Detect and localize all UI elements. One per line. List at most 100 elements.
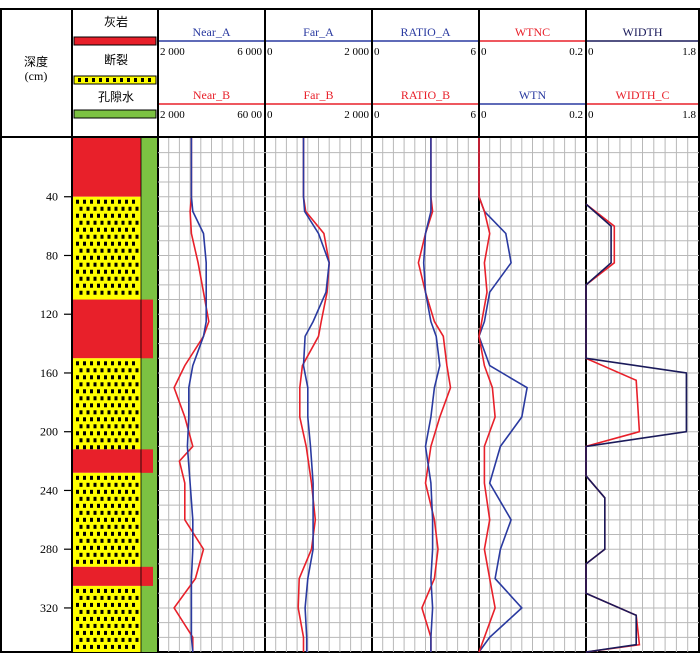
fracture-dot [114,396,118,401]
fracture-dot [114,410,118,415]
fracture-dot [125,531,128,536]
fracture-dot [135,623,139,628]
fracture-dot [83,531,86,536]
track-near-bottom-min: 2 000 [160,109,185,121]
fracture-dot [76,255,79,260]
fracture-dot [93,290,97,295]
fracture-dot [111,389,114,394]
fracture-dot [121,220,125,225]
fracture-dot [86,438,90,443]
fracture-dot [93,382,97,387]
fracture-dot [86,220,90,225]
fracture-dot [125,199,128,204]
fracture-dot [104,361,107,366]
fracture-dot [100,609,104,614]
track-wtn-top-min: 0 [481,46,487,58]
fracture-dot [132,644,135,649]
fracture-dot [90,431,93,436]
fracture-dot [79,482,83,487]
fracture-dot [83,227,86,232]
fracture-dot [125,489,128,494]
fracture-dot [107,206,111,211]
fracture-dot [104,269,107,274]
fracture-dot [111,503,114,508]
fracture-dot [83,517,86,522]
track-width-top-max: 1.8 [682,46,696,58]
fracture-dot [107,262,111,267]
fracture-dot [76,283,79,288]
fracture-dot [118,517,121,522]
fracture-dot [107,623,111,628]
fracture-dot [90,630,93,635]
fracture-dot [100,262,104,267]
fracture-dot [114,623,118,628]
fracture-dot [114,552,118,557]
fracture-dot [76,531,79,536]
fracture-dot [111,616,114,621]
depth-tick-label: 80 [46,248,58,262]
fracture-dot [90,241,93,246]
fracture-dot [97,531,100,536]
fracture-dot [86,382,90,387]
fracture-dot [111,269,114,274]
track-far-bottom-min: 0 [267,109,273,121]
fracture-dot [90,588,93,593]
fracture-dot [79,552,83,557]
fracture-dot [93,438,97,443]
fracture-dot [118,361,121,366]
fracture-dot [79,206,83,211]
fracture-dot [121,524,125,529]
fracture-dot [90,616,93,621]
fracture-dot [135,382,139,387]
fracture-dot [104,389,107,394]
fracture-dot [83,445,86,450]
fracture-dot [135,206,139,211]
fracture-dot [90,389,93,394]
fracture-dot [107,290,111,295]
fracture-dot [135,262,139,267]
fracture-dot [86,234,90,239]
fracture-dot [86,410,90,415]
fracture-dot [107,368,111,373]
fracture-dot [104,630,107,635]
curve-far-b [297,138,331,652]
fracture-dot [97,375,100,380]
fracture-dot [111,255,114,260]
fracture-dot [97,361,100,366]
fracture-dot [76,417,79,422]
fracture-dot [83,431,86,436]
fracture-dot [121,510,125,515]
fracture-dot [128,524,132,529]
fracture-dot [125,283,128,288]
track-near-top-name: Near_A [193,25,231,39]
fracture-dot [76,213,79,218]
fracture-dot [104,588,107,593]
fracture-dot [83,602,86,607]
fracture-dot [90,255,93,260]
fracture-dot [118,403,121,408]
fracture-dot [79,220,83,225]
fracture-dot [97,445,100,450]
fracture-dot [118,559,121,564]
fracture-dot [114,290,118,295]
fracture-dot [100,623,104,628]
fracture-dot [125,616,128,621]
fracture-dot [118,389,121,394]
fracture-dot [79,538,83,543]
fracture-dot [135,637,139,642]
fracture-dot [83,588,86,593]
fracture-dot [76,545,79,550]
fracture-dot [118,283,121,288]
fracture-dot [104,213,107,218]
fracture-dot [121,248,125,253]
fracture-dot [76,503,79,508]
fracture-dot [118,545,121,550]
fracture-dot [107,524,111,529]
fracture-dot [128,368,132,373]
fracture-dot [79,410,83,415]
fracture-dot [97,199,100,204]
fracture-dot [132,283,135,288]
track-wtn-top-name: WTNC [515,25,550,39]
lithology-limestone [73,449,153,473]
track-far-bottom-max: 2 000 [344,109,369,121]
